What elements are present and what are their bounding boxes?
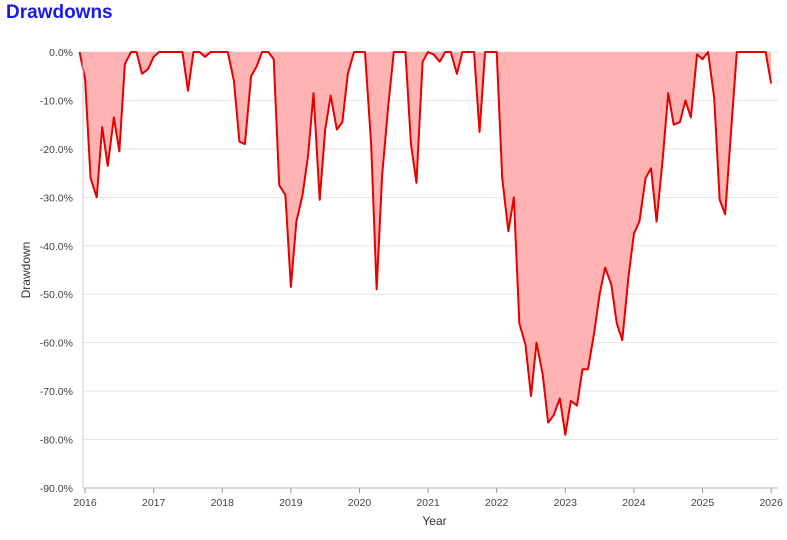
x-tick-label: 2020 [348,497,372,509]
y-tick-label: -50.0% [40,289,73,301]
y-tick-label: -10.0% [40,95,73,107]
x-tick-label: 2025 [691,497,715,509]
x-tick-label: 2022 [485,497,509,509]
x-tick-label: 2024 [622,497,646,509]
x-tick-label: 2017 [142,497,166,509]
drawdown-area-layer [78,51,773,436]
y-tick-label: -70.0% [40,386,73,398]
y-tick-label: -20.0% [40,144,73,156]
chart-title: Drawdowns [6,2,113,23]
x-tick-label: 2018 [211,497,235,509]
y-tick-label: -40.0% [40,241,73,253]
axes: 0.0% -10.0% -20.0% -30.0% -40.0% -50.0% -60.0%… [40,47,783,509]
x-tick-label: 2019 [279,497,303,509]
x-tick-label: 2021 [416,497,440,509]
x-axis-label: Year [422,514,446,528]
y-tick-label: -60.0% [40,338,73,350]
x-tick-label: 2026 [759,497,783,509]
y-tick-label: -80.0% [40,435,73,447]
drawdown-area [79,52,772,435]
x-tick-label: 2016 [73,497,97,509]
drawdown-line [78,51,773,436]
y-tick-label: -30.0% [40,192,73,204]
y-axis-label: Drawdown [19,242,33,299]
y-tick-label: -90.0% [40,483,73,495]
x-tick-label: 2023 [554,497,578,509]
y-tick-label: 0.0% [49,47,73,59]
